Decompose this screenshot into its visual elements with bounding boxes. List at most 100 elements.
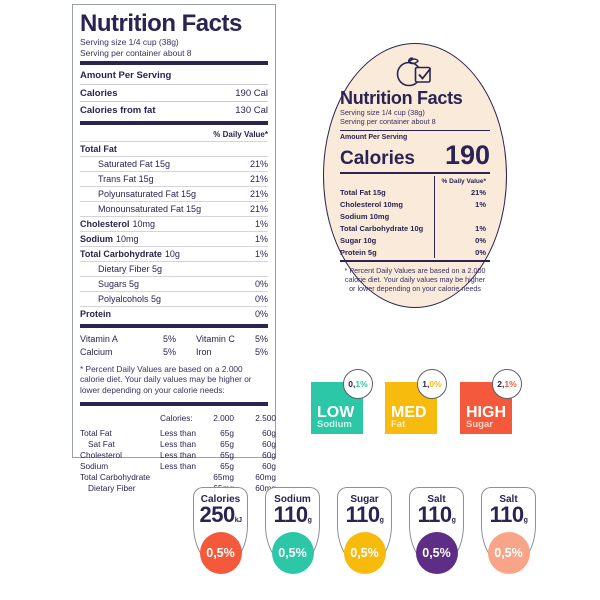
percent-suffix: 0%	[429, 379, 442, 389]
divider-thick	[80, 402, 268, 407]
nutrient-dv: 21%	[249, 204, 268, 215]
badge-value: 110g	[410, 502, 463, 530]
nutrient-name: Total Carbohydrate	[80, 249, 162, 260]
value: 110	[417, 502, 453, 527]
table-cell: 60g	[262, 461, 276, 472]
nutrient-dv: 0%	[434, 245, 490, 258]
table-cell: Cholesterol	[80, 450, 122, 461]
nutrient-amount: Dietary Fiber 5g	[98, 264, 163, 275]
table-cell: 65g	[220, 461, 234, 472]
vitamin-label: Iron	[196, 346, 212, 357]
nutrient-name: Protein	[80, 309, 112, 320]
vitamin-value: 5%	[254, 333, 268, 344]
oval-nutrition-label: Nutrition Facts Serving size 1/4 cup (38…	[323, 43, 507, 308]
nutrient-row: Sugars 5g 0%	[80, 275, 268, 291]
level-label: LOW	[317, 404, 355, 421]
nutrient-name: Protein 5g	[340, 247, 377, 257]
unit: g	[451, 517, 456, 524]
nutrient-name: Total Carbohydrate 10g	[340, 223, 424, 233]
nutrient-dv: 21%	[249, 174, 268, 185]
shield-badge-calories: Calories 250kJ 0,5%	[193, 487, 248, 574]
table-cell: Dietary Fiber	[88, 483, 136, 494]
percent-prefix: 1,	[422, 379, 430, 389]
table-cell: Sat Fat	[88, 439, 115, 450]
badge-name: Salt	[499, 494, 518, 505]
nutrient-row: Total Fat	[80, 141, 268, 156]
value: 250	[199, 502, 235, 527]
calories-value: 190	[444, 139, 490, 170]
daily-value-header: % Daily Value*	[434, 175, 490, 186]
nutrient-dv: 0%	[254, 279, 268, 290]
percent-prefix: 0,	[348, 379, 356, 389]
table-cell: Less than	[160, 461, 196, 472]
daily-value-header-row: % Daily Value*	[340, 175, 490, 186]
percent-bubble: 1, 0%	[417, 369, 447, 399]
badge-value: 110g	[266, 504, 319, 530]
amount-per-serving: Amount Per Serving	[80, 70, 172, 81]
nutrient-dv: 1%	[254, 249, 268, 260]
badge-text: MED Fat	[391, 405, 427, 430]
nutrient-dv: 1%	[434, 197, 490, 210]
nutrient-label: Fat	[391, 419, 406, 430]
table-cell: Less than	[160, 450, 196, 461]
table-cell: Sodium	[80, 461, 109, 472]
divider-thin	[340, 129, 490, 131]
calories-from-fat-row: Calories from fat 130 Cal	[80, 101, 268, 118]
nutrient-name: Cholesterol 10mg	[340, 199, 403, 209]
divider-thick	[80, 323, 268, 328]
table-cell: Calories:	[160, 413, 193, 424]
nutrient-row: Polyalcohols 5g 0%	[80, 290, 268, 306]
shield-badge-salt-2: Salt 110g 0,5%	[481, 487, 536, 574]
percent-circle: 0,5%	[415, 532, 458, 574]
table-cell: 2.500	[255, 413, 276, 424]
nutrient-row: Dietary Fiber 5g	[80, 260, 268, 276]
nutrient-dv: 0%	[254, 294, 268, 305]
nutrient-amount: 10g	[164, 249, 180, 260]
percent-circle: 0,5%	[199, 532, 242, 574]
nutrient-name: Total Fat	[80, 144, 117, 155]
nutrient-amount: Polyalcohols 5g	[98, 294, 162, 305]
apple-check-icon	[396, 57, 432, 87]
nutrient-row: Total Fat 15g 21%	[340, 185, 490, 198]
percent-circle: 0,5%	[271, 532, 314, 574]
calories-label: Calories	[80, 87, 118, 99]
badge-text: HIGH Sugar	[466, 405, 506, 430]
table-cell	[160, 472, 202, 483]
nutrient-amount: Polyunsaturated Fat 15g	[98, 189, 197, 200]
level-label: MED	[391, 404, 427, 421]
percent-suffix: 1%	[355, 379, 368, 389]
calories-fat-value: 130 Cal	[235, 104, 268, 116]
table-cell: 65g	[220, 450, 234, 461]
vitamins-grid: Vitamin A 5% Vitamin C 5% Calcium 5% Iro…	[80, 331, 268, 361]
nutrient-amount: 10mg	[132, 219, 156, 230]
value: 110	[345, 502, 381, 527]
divider-thick	[80, 61, 268, 65]
percent-suffix: 1%	[504, 379, 517, 389]
nutrient-row: Cholesterol 10mg 1%	[340, 197, 490, 210]
nutrient-row: Sodium 10mg 1%	[80, 230, 268, 246]
calories-fat-label: Calories from fat	[80, 104, 156, 116]
table-cell: 65mg	[213, 472, 234, 483]
level-label: HIGH	[466, 404, 506, 421]
label-title: Nutrition Facts	[340, 88, 463, 108]
badge-name: Sugar	[350, 494, 379, 505]
divider-thick	[80, 121, 268, 125]
percent-prefix: 2,	[497, 379, 505, 389]
nutrient-row: Protein 0%	[80, 305, 268, 321]
nutrient-amount: Monounsaturated Fat 15g	[98, 204, 202, 215]
daily-value-header: % Daily Value*	[213, 130, 268, 139]
level-badge-med-fat: MED Fat 1, 0%	[385, 369, 447, 434]
serving-size: Serving size 1/4 cup (38g)	[340, 108, 425, 117]
divider-thick	[340, 171, 490, 174]
badge-name: Sodium	[274, 494, 311, 505]
table-cell: Less than	[160, 439, 196, 450]
percent-bubble: 2, 1%	[492, 369, 522, 399]
nutrient-dv: 21%	[249, 189, 268, 200]
nutrient-dv: 1%	[254, 234, 268, 245]
nutrient-row: Monounsaturated Fat 15g 21%	[80, 200, 268, 216]
unit: g	[379, 517, 384, 524]
nutrient-row: Sugar 10g 0%	[340, 233, 490, 246]
nutrient-dv: 1%	[254, 219, 268, 230]
classic-nutrition-label: Nutrition Facts Serving size 1/4 cup (38…	[72, 4, 276, 493]
nutrient-name: Sodium	[80, 234, 113, 245]
